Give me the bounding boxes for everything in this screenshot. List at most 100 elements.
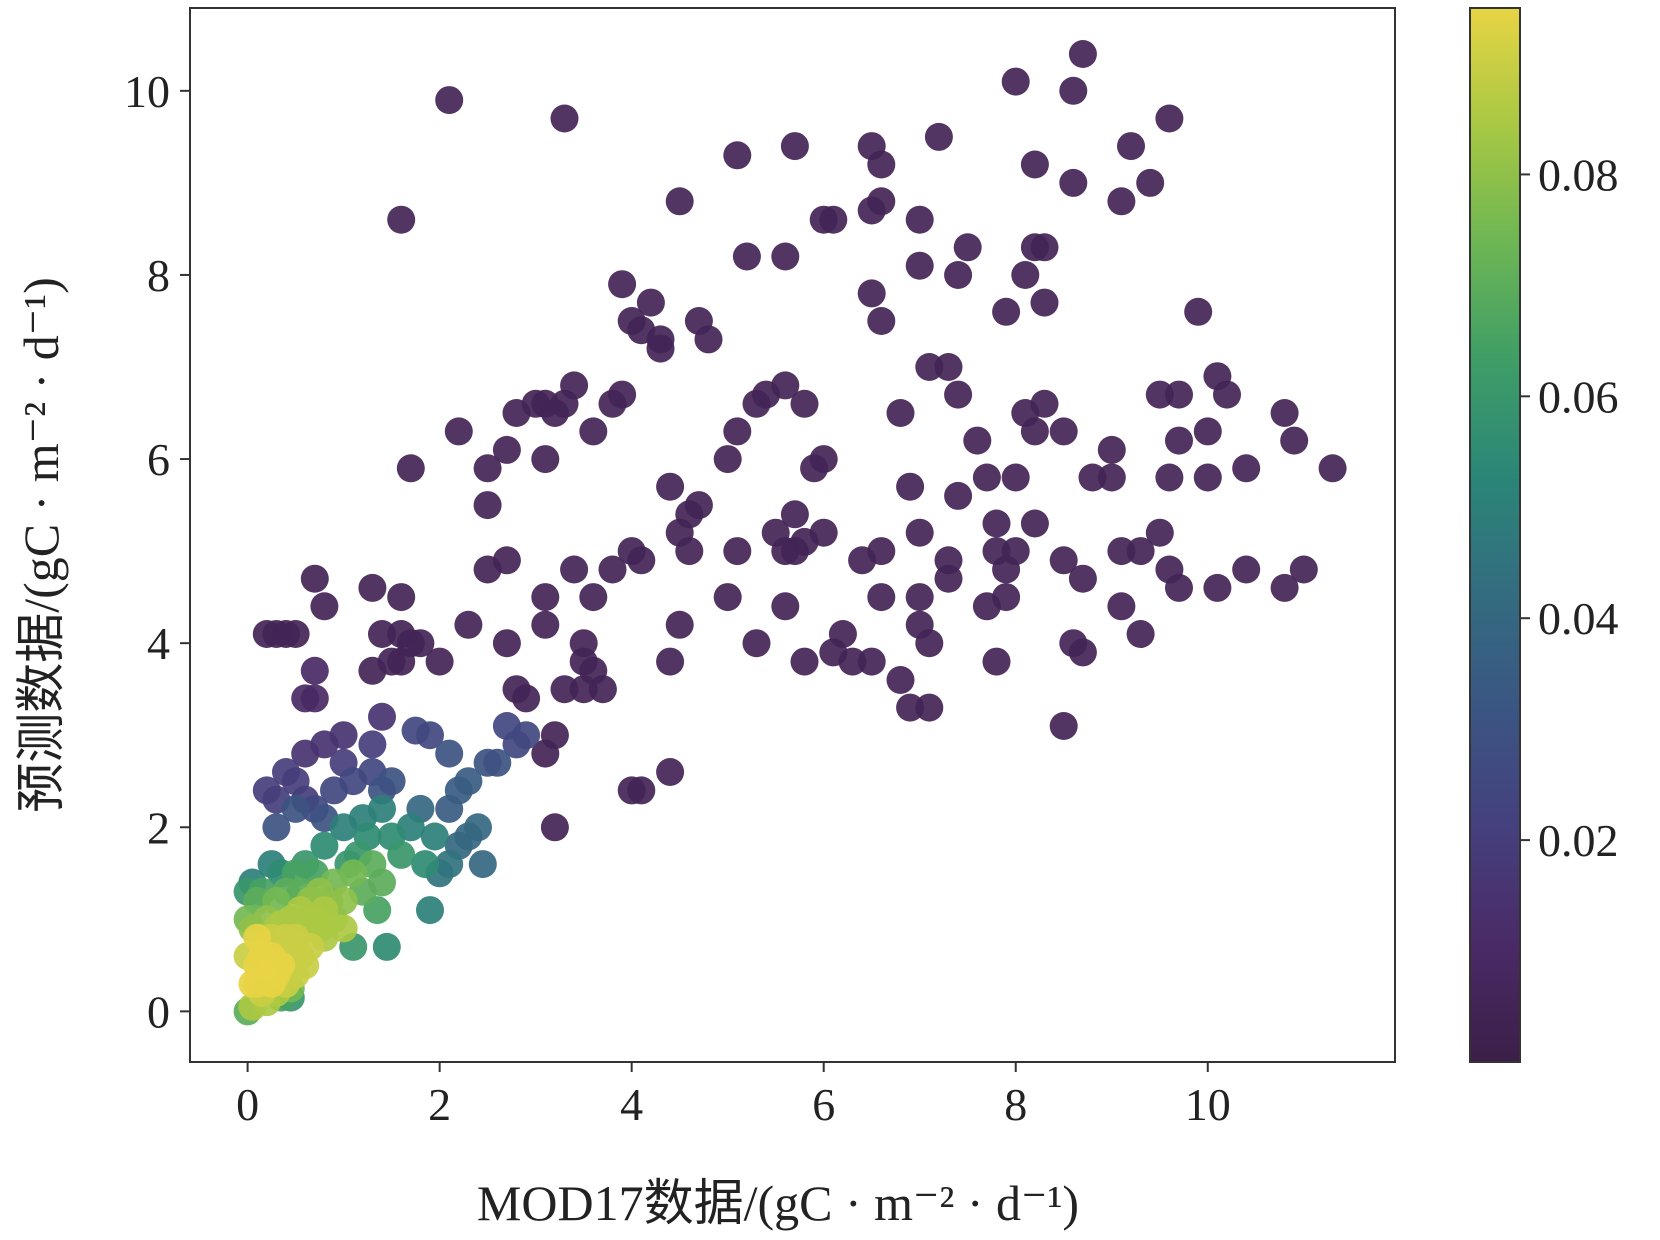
y-tick-label: 2 (147, 802, 170, 853)
scatter-point (358, 656, 387, 685)
scatter-point (1049, 712, 1078, 740)
scatter-point (468, 850, 497, 879)
scatter-point (531, 610, 560, 639)
scatter-point (1117, 132, 1145, 161)
scatter-point (560, 555, 589, 584)
scatter-point (1011, 261, 1040, 289)
scatter-point (473, 748, 502, 777)
scatter-point (905, 610, 934, 639)
scatter-point (1030, 389, 1059, 418)
scatter-point (608, 380, 637, 409)
y-tick-label: 6 (147, 434, 170, 485)
scatter-point (368, 620, 396, 648)
scatter-point (464, 813, 492, 842)
x-tick-label: 8 (1004, 1079, 1027, 1130)
scatter-point (1145, 380, 1174, 409)
scatter-point (992, 583, 1021, 612)
colorbar-gradient (1469, 7, 1521, 1063)
scatter-point (281, 794, 310, 823)
scatter-point (1280, 426, 1309, 455)
scatter-point (387, 620, 416, 648)
scatter-point (819, 205, 848, 234)
scatter-point (723, 417, 752, 446)
scatter-point (665, 610, 694, 639)
scatter-point (809, 518, 838, 547)
scatter-point (1107, 187, 1136, 216)
scatter-point (732, 242, 761, 271)
scatter-point (742, 629, 771, 658)
scatter-point (713, 445, 742, 474)
scatter-point (368, 702, 396, 731)
scatter-point (944, 380, 973, 409)
scatter-point (1030, 233, 1059, 262)
scatter-point (1193, 463, 1222, 492)
scatter-point (934, 353, 963, 381)
scatter-point (1068, 638, 1097, 667)
scatter-point (411, 850, 440, 879)
scatter-point (1203, 573, 1232, 602)
scatter-point (300, 564, 329, 593)
scatter-point (675, 537, 704, 566)
scatter-point (790, 647, 819, 676)
x-tick-label: 4 (620, 1079, 643, 1130)
scatter-point (401, 716, 430, 745)
y-tick-label: 8 (147, 250, 170, 301)
y-tick-label: 4 (147, 618, 170, 669)
scatter-point (867, 583, 896, 612)
scatter-point (339, 859, 368, 888)
scatter-point (790, 389, 819, 418)
scatter-point (420, 822, 449, 851)
scatter-point (396, 454, 425, 483)
scatter-point (387, 205, 416, 234)
scatter-point (857, 647, 886, 676)
scatter-point (867, 187, 896, 216)
scatter-point (886, 666, 915, 694)
scatter-point (656, 758, 685, 786)
scatter-point (665, 187, 694, 216)
scatter-point (1289, 555, 1318, 584)
scatter-point (1107, 592, 1136, 621)
scatter-point (905, 251, 934, 280)
scatter-point (310, 831, 339, 860)
scatter-point (1030, 288, 1059, 317)
scatter-point (694, 325, 723, 354)
scatter-point (656, 472, 685, 501)
scatter-point (723, 141, 752, 170)
scatter-point (780, 132, 809, 161)
scatter-point (713, 583, 742, 612)
scatter-point (1318, 454, 1347, 483)
scatter-point (329, 914, 358, 943)
scatter-point (550, 104, 579, 133)
y-tick-label: 10 (124, 66, 170, 117)
points-layer (233, 40, 1347, 1026)
scatter-point (377, 767, 406, 796)
scatter-point (780, 500, 809, 529)
colorbar-tick-label: 0.06 (1538, 371, 1619, 422)
scatter-point (915, 693, 944, 722)
scatter-point (248, 942, 276, 971)
scatter-point (982, 509, 1011, 538)
x-tick-label: 2 (428, 1079, 451, 1130)
scatter-point (416, 896, 444, 925)
scatter-point (771, 242, 800, 271)
scatter-point (896, 472, 925, 501)
scatter-point (1155, 104, 1184, 133)
scatter-point (435, 86, 464, 115)
scatter-point (1001, 463, 1030, 492)
scatter-point (1001, 537, 1030, 566)
scatter-point (540, 721, 569, 750)
plot-frame (189, 7, 1396, 1063)
scatter-point (372, 932, 401, 961)
x-tick-label: 6 (812, 1079, 835, 1130)
scatter-point (627, 546, 656, 575)
x-axis: 0 2 4 6 8 10 (236, 1062, 1231, 1130)
scatter-point (646, 334, 675, 363)
scatter-point (492, 546, 521, 575)
scatter-point (454, 767, 483, 796)
scatter-point (1232, 555, 1261, 584)
scatter-point (953, 233, 982, 262)
scatter-point (598, 555, 627, 584)
scatter-point (473, 454, 502, 483)
scatter-point (905, 583, 934, 612)
